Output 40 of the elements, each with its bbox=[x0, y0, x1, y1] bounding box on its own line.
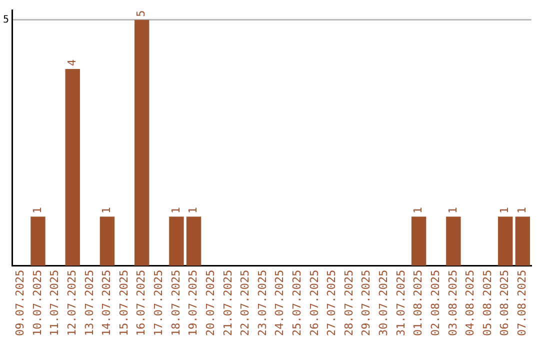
data-label: 1 bbox=[100, 206, 114, 214]
x-tick-label: 22.07.2025 bbox=[238, 270, 252, 336]
x-tick-label: 16.07.2025 bbox=[134, 270, 148, 336]
x-tick-label: 09.07.2025 bbox=[14, 270, 27, 336]
x-tick-label: 12.07.2025 bbox=[65, 270, 78, 336]
x-tick-label: 25.07.2025 bbox=[290, 270, 304, 336]
x-tick-label: 11.07.2025 bbox=[48, 270, 62, 336]
x-tick-label: 31.07.2025 bbox=[394, 270, 408, 336]
x-tick-label: 24.07.2025 bbox=[273, 270, 286, 336]
x-tick-label: 21.07.2025 bbox=[221, 270, 234, 336]
x-tick-label: 15.07.2025 bbox=[117, 270, 130, 336]
x-tick-label: 07.08.2025 bbox=[516, 270, 529, 336]
data-label: 1 bbox=[412, 206, 425, 214]
x-tick-label: 23.07.2025 bbox=[256, 270, 269, 336]
x-tick-label: 26.07.2025 bbox=[308, 270, 321, 336]
data-label: 4 bbox=[65, 59, 78, 66]
x-tick-label: 13.07.2025 bbox=[82, 270, 96, 336]
data-label: 1 bbox=[186, 206, 200, 214]
x-tick-label: 03.08.2025 bbox=[446, 270, 460, 336]
data-label: 5 bbox=[134, 10, 148, 17]
x-tick-label: 18.07.2025 bbox=[169, 270, 182, 336]
data-label: 1 bbox=[169, 206, 182, 214]
x-tick-label: 14.07.2025 bbox=[100, 270, 114, 336]
x-tick-label: 05.08.2025 bbox=[480, 270, 494, 336]
x-tick-label: 19.07.2025 bbox=[186, 270, 200, 336]
x-tick-label: 28.07.2025 bbox=[342, 270, 356, 336]
data-label: 1 bbox=[446, 206, 460, 214]
x-tick-label: 30.07.2025 bbox=[377, 270, 390, 336]
x-tick-label: 17.07.2025 bbox=[152, 270, 166, 336]
x-tick-label: 27.07.2025 bbox=[325, 270, 338, 336]
data-label: 1 bbox=[30, 206, 44, 214]
x-tick-label: 20.07.2025 bbox=[204, 270, 217, 336]
x-tick-label: 02.08.2025 bbox=[428, 270, 442, 336]
data-label: 1 bbox=[516, 206, 529, 214]
x-tick-label: 01.08.2025 bbox=[412, 270, 425, 336]
x-tick-label: 06.08.2025 bbox=[498, 270, 512, 336]
x-tick-label: 29.07.2025 bbox=[360, 270, 373, 336]
data-label: 1 bbox=[498, 206, 512, 214]
x-tick-label: 10.07.2025 bbox=[30, 270, 44, 336]
x-tick-label: 04.08.2025 bbox=[464, 270, 477, 336]
